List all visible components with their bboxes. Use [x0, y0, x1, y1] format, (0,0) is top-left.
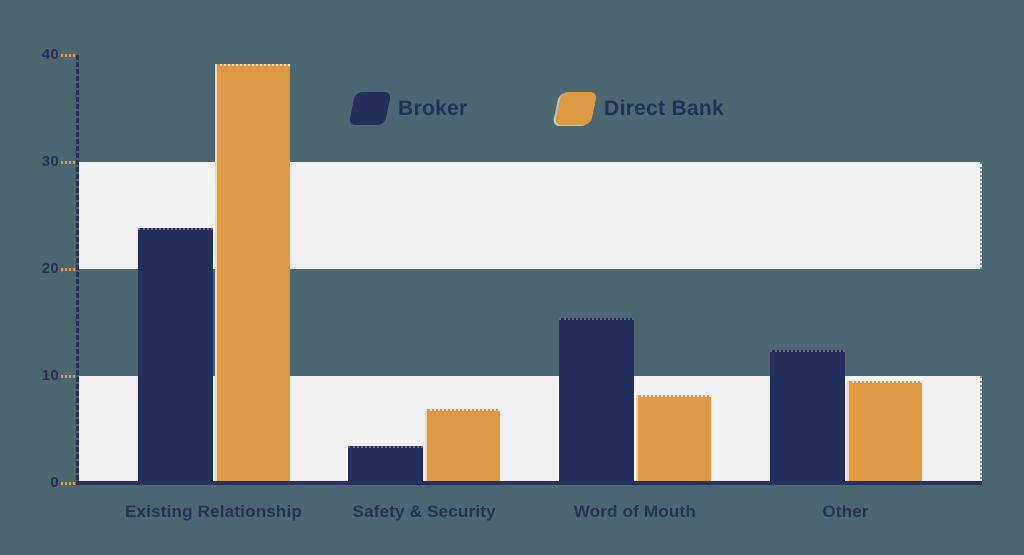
- bar-direct-bank-1: [425, 409, 501, 483]
- direct-bank-legend-swatch-icon: [554, 92, 598, 125]
- x-axis-line: [76, 481, 982, 485]
- bar-broker-0: [137, 228, 213, 483]
- x-axis-label: Existing Relationship: [124, 502, 303, 521]
- legend-item-direct-bank: Direct Bank: [554, 92, 725, 125]
- legend-item-broker: Broker: [348, 92, 468, 125]
- y-axis-label: 40: [41, 46, 59, 63]
- x-axis-label: Safety & Security: [352, 502, 496, 521]
- legend-label-broker: Broker: [398, 97, 468, 120]
- y-axis-label: 20: [41, 260, 59, 277]
- y-axis-tick: [61, 160, 76, 164]
- y-axis-tick: [61, 53, 76, 57]
- broker-legend-swatch-icon: [348, 92, 392, 125]
- y-axis-label: 10: [41, 367, 59, 384]
- x-axis-label: Word of Mouth: [573, 502, 696, 521]
- bar-broker-2: [558, 318, 634, 483]
- y-axis-tick: [61, 481, 76, 485]
- bar-direct-bank-0: [214, 63, 290, 483]
- y-axis-tick: [61, 374, 76, 378]
- y-axis-tick: [61, 267, 76, 271]
- bar-broker-1: [348, 445, 424, 483]
- y-axis-label: 0: [50, 474, 59, 491]
- y-axis-line: [76, 55, 79, 483]
- bar-direct-bank-2: [635, 395, 711, 483]
- legend-label-direct-bank: Direct Bank: [604, 97, 725, 120]
- y-axis-label: 30: [41, 153, 59, 170]
- x-axis-label: Other: [822, 502, 869, 521]
- bar-broker-3: [769, 350, 845, 483]
- bar-direct-bank-3: [846, 381, 922, 483]
